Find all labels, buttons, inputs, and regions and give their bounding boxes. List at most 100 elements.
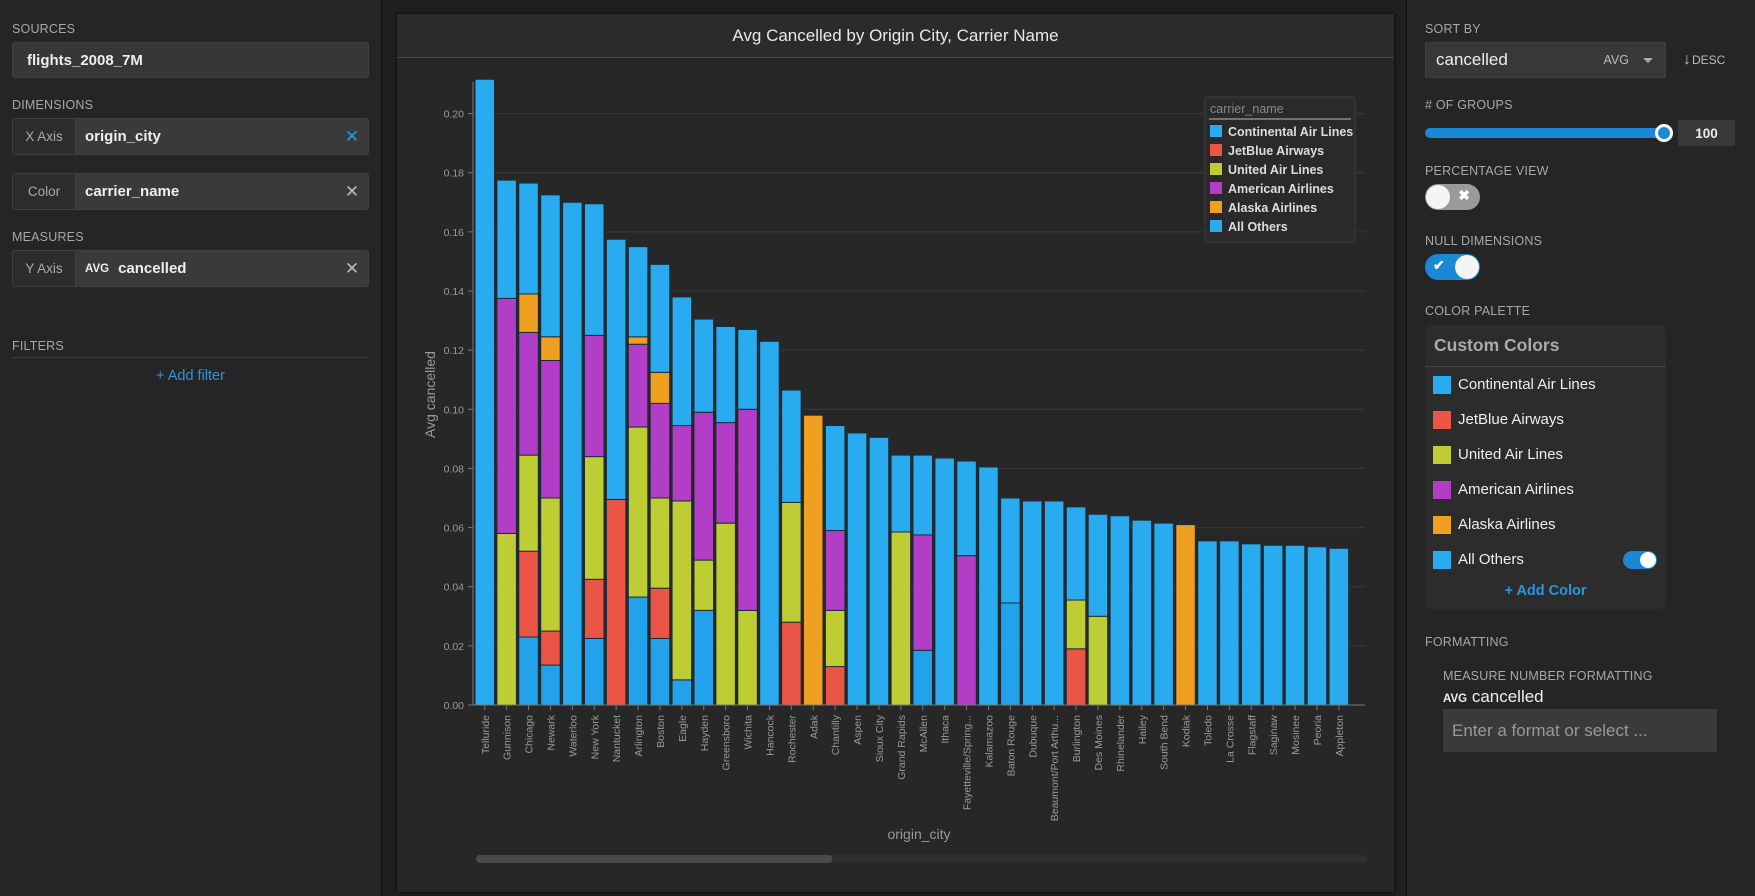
bar-segment[interactable] — [649, 587, 671, 639]
bar-segment[interactable] — [1197, 540, 1218, 706]
bar-segment[interactable] — [912, 454, 933, 536]
color-swatch[interactable] — [1433, 550, 1451, 569]
null-dimensions-toggle[interactable]: ✔ — [1425, 254, 1480, 280]
bar-segment[interactable] — [1262, 544, 1284, 706]
color-swatch[interactable] — [1433, 445, 1451, 464]
bar-segment[interactable] — [584, 578, 605, 639]
legend-item-label[interactable]: All Others — [1228, 220, 1288, 234]
bar-segment[interactable] — [715, 522, 736, 706]
bar-segment[interactable] — [1241, 543, 1262, 706]
bar-segment[interactable] — [649, 371, 671, 404]
bar-segment[interactable] — [1065, 648, 1087, 706]
legend-item-label[interactable]: Alaska Airlines — [1228, 201, 1317, 215]
bar-segment[interactable] — [540, 359, 561, 499]
legend-swatch[interactable] — [1210, 201, 1222, 213]
bar-segment[interactable] — [1065, 506, 1087, 601]
bar-segment[interactable] — [1087, 513, 1109, 617]
y-axis-pill[interactable]: Y Axis AVG cancelled ✕ — [12, 250, 369, 287]
add-filter-button[interactable]: + Add filter — [156, 368, 225, 384]
bar-segment[interactable] — [540, 664, 561, 706]
groups-slider[interactable] — [1425, 124, 1673, 142]
bar-segment[interactable] — [605, 238, 627, 500]
bar-segment[interactable] — [584, 456, 605, 580]
bar-segment[interactable] — [518, 293, 539, 333]
bar-segment[interactable] — [693, 318, 714, 413]
color-field[interactable]: carrier_name — [76, 174, 336, 209]
bar-segment[interactable] — [584, 203, 605, 336]
bar-segment[interactable] — [518, 550, 539, 638]
bar-segment[interactable] — [956, 555, 977, 706]
bar-segment[interactable] — [671, 679, 693, 706]
groups-value[interactable]: 100 — [1678, 120, 1735, 146]
bar-segment[interactable] — [781, 621, 802, 706]
bar-segment[interactable] — [715, 325, 736, 424]
bar-segment[interactable] — [496, 532, 517, 706]
y-axis-field[interactable]: AVG cancelled — [76, 251, 336, 286]
legend-swatch[interactable] — [1210, 182, 1222, 194]
bar-segment[interactable] — [1043, 500, 1065, 706]
bar-segment[interactable] — [890, 531, 912, 706]
remove-y-axis-icon[interactable]: ✕ — [336, 251, 368, 286]
bar-segment[interactable] — [868, 436, 890, 706]
bar-segment[interactable] — [803, 414, 824, 706]
bar-segment[interactable] — [649, 637, 671, 706]
bar-segment[interactable] — [693, 559, 714, 611]
chevron-down-icon[interactable] — [1643, 57, 1653, 63]
groups-slider-thumb[interactable] — [1655, 124, 1673, 142]
legend-item-label[interactable]: Continental Air Lines — [1228, 125, 1353, 139]
bar-segment[interactable] — [737, 609, 758, 706]
x-axis-field[interactable]: origin_city — [76, 119, 336, 154]
bar-segment[interactable] — [540, 630, 561, 666]
bar-segment[interactable] — [737, 328, 758, 410]
bar-segment[interactable] — [671, 500, 693, 681]
bar-segment[interactable] — [627, 246, 649, 338]
palette-item[interactable]: All Others — [1425, 542, 1666, 577]
bar-segment[interactable] — [496, 297, 517, 534]
color-swatch[interactable] — [1433, 410, 1451, 429]
bar-segment[interactable] — [627, 596, 649, 706]
color-swatch[interactable] — [1433, 375, 1451, 394]
bar-segment[interactable] — [649, 497, 671, 589]
palette-item[interactable]: United Air Lines — [1425, 437, 1666, 472]
bar-segment[interactable] — [584, 637, 605, 706]
bar-segment[interactable] — [912, 649, 933, 706]
y-axis-agg[interactable]: AVG — [85, 262, 110, 275]
bar-segment[interactable] — [540, 497, 561, 632]
source-selector[interactable]: flights_2008_7M — [12, 42, 369, 78]
bar-segment[interactable] — [518, 331, 539, 456]
bar-segment[interactable] — [518, 182, 539, 295]
palette-item[interactable]: Continental Air Lines — [1425, 367, 1666, 402]
bar-segment[interactable] — [496, 179, 517, 299]
sort-direction-button[interactable]: ↓ DESC — [1683, 51, 1725, 69]
bar-segment[interactable] — [824, 425, 846, 532]
bar-segment[interactable] — [1087, 615, 1109, 706]
bar-segment[interactable] — [956, 460, 977, 557]
legend-swatch[interactable] — [1210, 163, 1222, 175]
bar-segment[interactable] — [562, 201, 583, 706]
bar-segment[interactable] — [671, 296, 693, 427]
bar-segment[interactable] — [824, 666, 846, 706]
bar-segment[interactable] — [890, 454, 912, 533]
palette-item[interactable]: Alaska Airlines — [1425, 507, 1666, 542]
palette-item[interactable]: JetBlue Airways — [1425, 402, 1666, 437]
x-axis-pill[interactable]: X Axis origin_city ✕ — [12, 118, 369, 155]
scrollbar-thumb[interactable] — [476, 855, 833, 863]
bar-segment[interactable] — [781, 389, 802, 503]
bar-segment[interactable] — [1109, 515, 1131, 706]
bar-segment[interactable] — [518, 454, 539, 552]
bar-segment[interactable] — [737, 408, 758, 611]
bar-segment[interactable] — [1284, 544, 1306, 706]
legend-item-label[interactable]: United Air Lines — [1228, 163, 1323, 177]
bar-segment[interactable] — [1065, 599, 1087, 650]
color-swatch[interactable] — [1433, 480, 1451, 499]
bar-segment[interactable] — [649, 402, 671, 499]
percentage-view-toggle[interactable]: ✖ — [1425, 184, 1480, 210]
bar-segment[interactable] — [1153, 522, 1174, 706]
legend-swatch[interactable] — [1210, 220, 1222, 232]
all-others-toggle[interactable] — [1623, 550, 1657, 569]
bar-segment[interactable] — [627, 343, 649, 428]
bar-segment[interactable] — [1000, 497, 1021, 604]
remove-color-icon[interactable]: ✕ — [336, 174, 368, 209]
bar-segment[interactable] — [1131, 519, 1152, 706]
sort-agg[interactable]: AVG — [1603, 53, 1629, 67]
